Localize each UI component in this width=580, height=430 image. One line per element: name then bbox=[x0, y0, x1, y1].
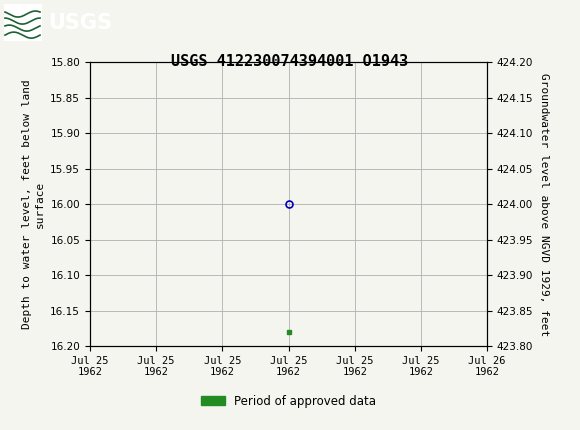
Y-axis label: Groundwater level above NGVD 1929, feet: Groundwater level above NGVD 1929, feet bbox=[539, 73, 549, 336]
Bar bbox=[4, 4, 42, 41]
Y-axis label: Depth to water level, feet below land
surface: Depth to water level, feet below land su… bbox=[21, 80, 45, 329]
Legend: Period of approved data: Period of approved data bbox=[196, 390, 381, 413]
Text: USGS: USGS bbox=[48, 13, 112, 33]
Text: USGS 412230074394001 O1943: USGS 412230074394001 O1943 bbox=[171, 54, 409, 69]
